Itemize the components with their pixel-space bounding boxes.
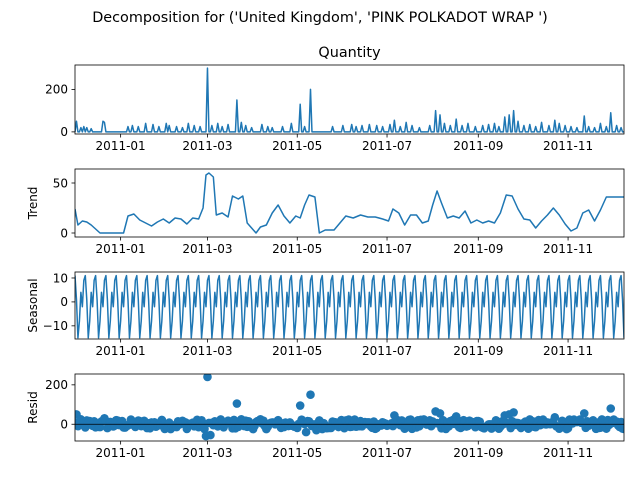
x-tick-label: 2011-09 [453, 344, 503, 358]
plot-area-1 [75, 172, 624, 234]
y-tick-label: 50 [53, 176, 68, 190]
panel-2: 2011-01 2011-03 2011-05 2011-07 2011-09 2011-… [26, 271, 625, 358]
x-tick-label: 2011-11 [543, 139, 593, 153]
y-tick-label: 0 [60, 125, 68, 139]
y-axis-label: Trend [26, 187, 40, 221]
y-tick-label: 10 [53, 271, 68, 285]
plot-area-3 [75, 374, 624, 441]
x-tick-label: 2011-07 [362, 242, 412, 256]
x-tick-label: 2011-01 [96, 242, 146, 256]
resid-point [550, 413, 560, 422]
resid-point [295, 401, 305, 410]
y-tick-label: 0 [60, 418, 68, 432]
resid-point [301, 427, 311, 437]
x-tick-label: 2011-09 [453, 139, 503, 153]
x-tick-label: 2011-09 [453, 446, 503, 460]
seasonal-series-line [75, 274, 624, 339]
resid-point [435, 409, 445, 418]
x-tick-label: 2011-07 [362, 446, 412, 460]
x-tick-label: 2011-01 [96, 344, 146, 358]
y-axis-label: Resid [26, 391, 40, 423]
trend-series-line [75, 172, 624, 234]
y-axis-label: Seasonal [26, 278, 40, 332]
y-tick-label: 0 [60, 295, 68, 309]
resid-point [206, 430, 215, 440]
plot-area-0 [75, 67, 624, 133]
x-tick-label: 2011-05 [272, 446, 322, 460]
x-tick-label: 2011-05 [272, 344, 322, 358]
x-tick-label: 2011-07 [362, 344, 412, 358]
panel-1: 2011-01 2011-03 2011-05 2011-07 2011-09 2011-… [26, 168, 625, 256]
panel-title: Quantity [318, 45, 381, 61]
axes-frame-2 [74, 271, 625, 340]
axes-frame-1 [74, 168, 625, 238]
axes-frame-0 [74, 64, 625, 135]
x-tick-label: 2011-01 [96, 446, 146, 460]
x-tick-label: 2011-09 [453, 242, 503, 256]
resid-point [306, 390, 315, 399]
resid-point [509, 408, 518, 417]
y-tick-label: 200 [45, 378, 68, 392]
resid-point [200, 424, 209, 434]
x-tick-label: 2011-11 [543, 344, 593, 358]
x-tick-label: 2011-07 [362, 139, 412, 153]
plot-area-2 [75, 274, 624, 339]
y-tick-label: −10 [43, 319, 68, 333]
x-tick-label: 2011-03 [182, 242, 232, 256]
figure-suptitle: Decomposition for ('United Kingdom', 'PI… [92, 10, 548, 26]
panel-3: 2011-01 2011-03 2011-05 2011-07 2011-09 2011-… [26, 373, 625, 460]
y-tick-label: 0 [60, 226, 68, 240]
x-tick-label: 2011-01 [96, 139, 146, 153]
x-tick-label: 2011-03 [182, 446, 232, 460]
resid-point [619, 424, 624, 434]
x-tick-label: 2011-03 [182, 139, 232, 153]
panel-0: 2011-01 2011-03 2011-05 2011-07 2011-09 2011-… [45, 45, 625, 153]
resid-point [229, 415, 239, 425]
x-tick-label: 2011-05 [272, 242, 322, 256]
resid-point [606, 404, 616, 413]
y-tick-label: 200 [45, 83, 68, 97]
resid-point [579, 409, 589, 418]
x-tick-label: 2011-11 [543, 242, 593, 256]
resid-point [232, 399, 242, 408]
x-tick-label: 2011-05 [272, 139, 322, 153]
axes-frame-3 [74, 373, 625, 442]
resid-point [203, 374, 212, 382]
x-tick-label: 2011-03 [182, 344, 232, 358]
quantity-series-line [75, 67, 624, 133]
x-tick-label: 2011-11 [543, 446, 593, 460]
